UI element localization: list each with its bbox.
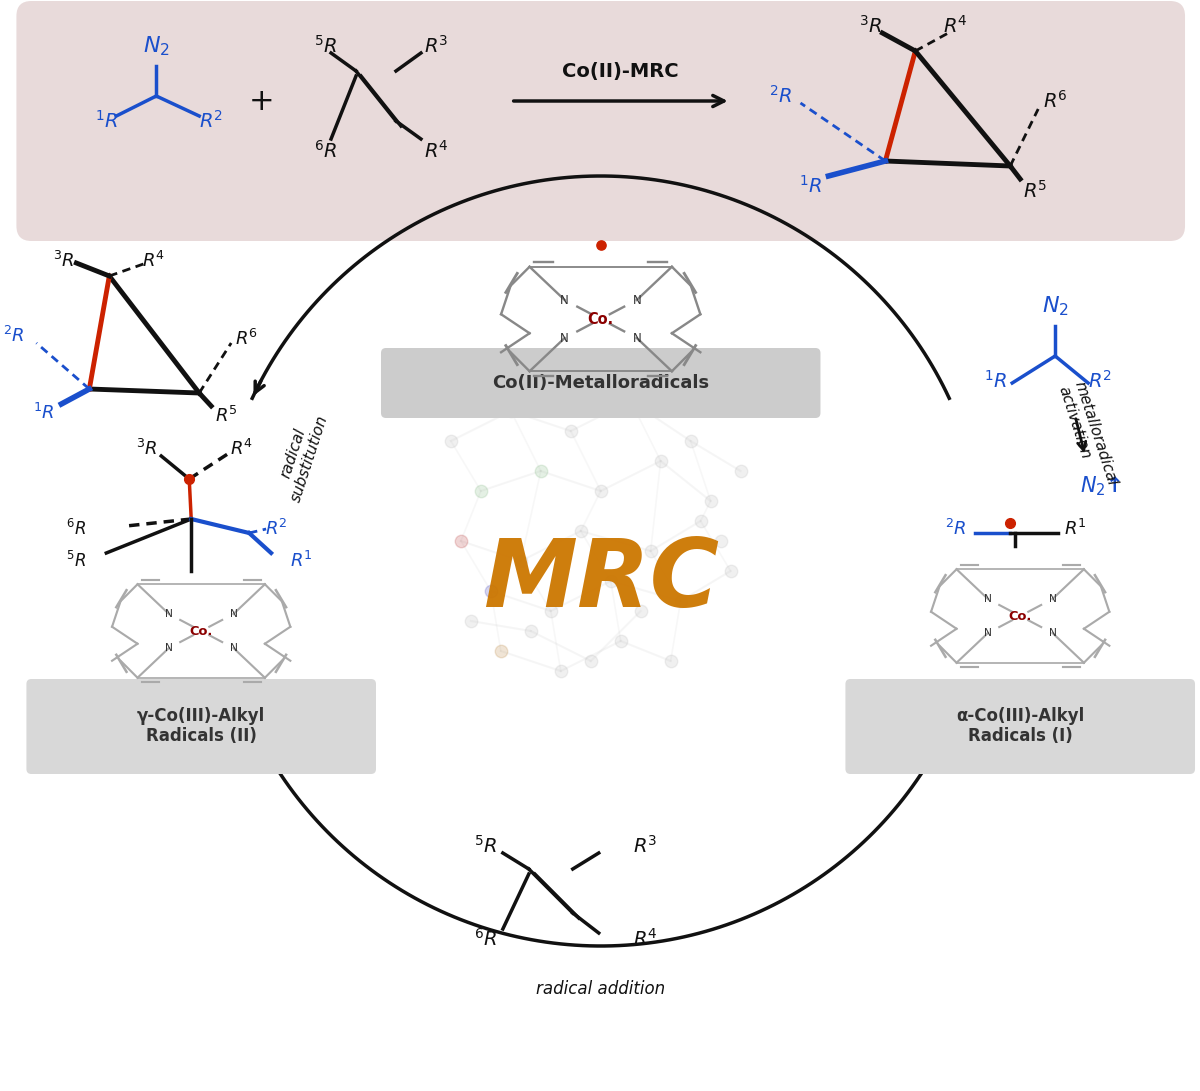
Text: N: N xyxy=(1049,628,1056,638)
Text: Co(II)-Metalloradicals: Co(II)-Metalloradicals xyxy=(492,374,709,392)
Text: Co(II)-MRC: Co(II)-MRC xyxy=(563,61,679,81)
FancyBboxPatch shape xyxy=(26,679,376,774)
Text: N: N xyxy=(229,609,238,619)
Text: $R^1$: $R^1$ xyxy=(1064,519,1086,539)
Text: $^5R$: $^5R$ xyxy=(314,35,337,57)
Text: $R^5$: $R^5$ xyxy=(1024,180,1048,202)
Text: $^1R$: $^1R$ xyxy=(32,403,54,423)
Text: N: N xyxy=(632,332,641,345)
FancyBboxPatch shape xyxy=(846,679,1195,774)
Text: Co.: Co. xyxy=(588,312,613,326)
Text: N: N xyxy=(560,332,569,345)
Text: Co.: Co. xyxy=(190,624,212,637)
Text: $R^2$: $R^2$ xyxy=(199,110,223,132)
Text: $N_2$: $N_2$ xyxy=(143,34,169,58)
Text: N: N xyxy=(1049,594,1056,604)
Text: N: N xyxy=(166,643,173,654)
Text: N: N xyxy=(632,293,641,307)
Text: N: N xyxy=(560,293,569,307)
Text: $R^4$: $R^4$ xyxy=(229,439,253,459)
Text: $^6R$: $^6R$ xyxy=(314,140,337,161)
Text: $R^6$: $R^6$ xyxy=(1043,91,1068,112)
Text: γ-Co(III)-Alkyl
Radicals (II): γ-Co(III)-Alkyl Radicals (II) xyxy=(137,707,265,745)
Text: N: N xyxy=(984,594,992,604)
Text: $R^3$: $R^3$ xyxy=(634,835,658,856)
Text: $^3R$: $^3R$ xyxy=(136,439,157,459)
Text: $N_2$: $N_2$ xyxy=(1042,295,1069,317)
Text: $R^4$: $R^4$ xyxy=(634,928,658,950)
Text: α-Co(III)-Alkyl
Radicals (I): α-Co(III)-Alkyl Radicals (I) xyxy=(956,707,1085,745)
Text: $^1R$: $^1R$ xyxy=(799,175,822,197)
Text: N: N xyxy=(984,628,992,638)
Text: $^3R$: $^3R$ xyxy=(859,15,882,37)
Text: $R^6$: $R^6$ xyxy=(235,329,258,349)
Text: $^5R$: $^5R$ xyxy=(66,551,86,571)
Text: $^6R$: $^6R$ xyxy=(66,519,86,539)
Text: $N_2$↑: $N_2$↑ xyxy=(1080,475,1121,497)
Text: $R^1$: $R^1$ xyxy=(289,551,312,571)
Text: radical addition: radical addition xyxy=(536,980,665,998)
Text: $^2R$: $^2R$ xyxy=(2,326,24,346)
Text: N: N xyxy=(166,609,173,619)
Text: N: N xyxy=(229,643,238,654)
Text: $^5R$: $^5R$ xyxy=(474,835,498,856)
FancyBboxPatch shape xyxy=(380,348,821,418)
Text: $R^2$: $R^2$ xyxy=(1088,370,1112,392)
FancyBboxPatch shape xyxy=(17,1,1186,241)
Text: $^2R$: $^2R$ xyxy=(769,85,792,107)
Text: $^6R$: $^6R$ xyxy=(474,928,498,950)
Text: $R^2$: $R^2$ xyxy=(265,519,287,539)
Text: radical
substitution: radical substitution xyxy=(271,408,330,504)
Text: $^3R$: $^3R$ xyxy=(53,251,74,271)
Text: $R^4$: $R^4$ xyxy=(424,140,449,161)
Text: Co.: Co. xyxy=(1008,610,1032,623)
Text: $R^3$: $R^3$ xyxy=(424,35,448,57)
Text: $^1R$: $^1R$ xyxy=(984,370,1007,392)
Text: metalloradical
activation: metalloradical activation xyxy=(1055,380,1120,493)
Text: $R^4$: $R^4$ xyxy=(943,15,967,37)
Text: $^2R$: $^2R$ xyxy=(944,519,966,539)
Text: $R^4$: $R^4$ xyxy=(142,251,164,271)
Text: $R^5$: $R^5$ xyxy=(215,406,238,427)
Text: $^1R$: $^1R$ xyxy=(95,110,118,132)
Text: +: + xyxy=(248,86,274,116)
Text: MRC: MRC xyxy=(482,535,719,627)
